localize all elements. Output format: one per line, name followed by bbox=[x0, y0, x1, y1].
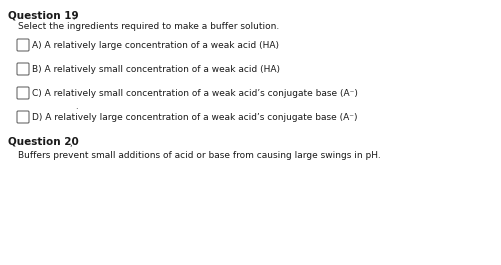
Text: Select the ingredients required to make a buffer solution.: Select the ingredients required to make … bbox=[18, 22, 279, 31]
FancyBboxPatch shape bbox=[17, 63, 29, 75]
Text: D) A relatively large concentration of a weak acid’s conjugate base (A⁻): D) A relatively large concentration of a… bbox=[32, 113, 357, 122]
Text: ,: , bbox=[69, 139, 72, 148]
Text: ,: , bbox=[72, 12, 75, 21]
Text: Question 20: Question 20 bbox=[8, 137, 79, 147]
Text: C) A relatively small concentration of a weak acid’s conjugate base (A⁻): C) A relatively small concentration of a… bbox=[32, 89, 357, 98]
Text: B) A relatively small concentration of a weak acid (HA): B) A relatively small concentration of a… bbox=[32, 65, 280, 74]
FancyBboxPatch shape bbox=[17, 39, 29, 51]
Text: Buffers prevent small additions of acid or base from causing large swings in pH.: Buffers prevent small additions of acid … bbox=[18, 151, 380, 160]
Text: .: . bbox=[75, 102, 78, 111]
FancyBboxPatch shape bbox=[17, 111, 29, 123]
Text: Question 19: Question 19 bbox=[8, 10, 79, 20]
FancyBboxPatch shape bbox=[17, 87, 29, 99]
Text: A) A relatively large concentration of a weak acid (HA): A) A relatively large concentration of a… bbox=[32, 41, 279, 50]
